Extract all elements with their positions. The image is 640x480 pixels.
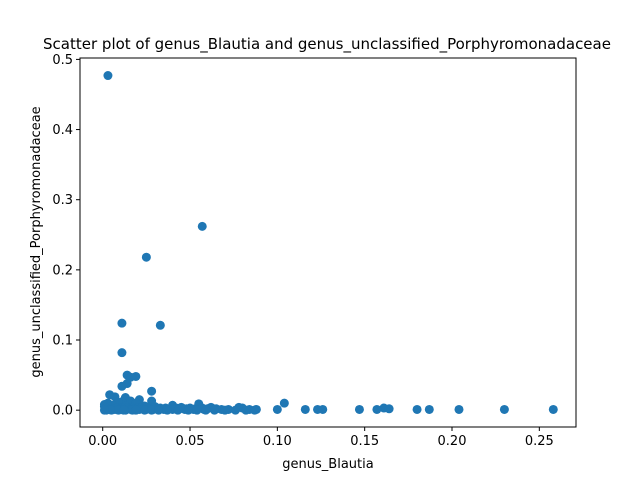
x-axis-label: genus_Blautia: [282, 457, 373, 472]
y-tick-label: 0.1: [52, 334, 73, 349]
chart-title: Scatter plot of genus_Blautia and genus_…: [43, 35, 611, 54]
data-point: [147, 386, 157, 396]
data-point: [155, 320, 165, 330]
data-point: [279, 398, 289, 408]
data-point: [250, 405, 260, 415]
data-point: [354, 404, 364, 414]
data-point: [209, 405, 219, 415]
data-point: [272, 404, 282, 414]
x-tick-label: 0.00: [88, 434, 117, 449]
data-points: [99, 71, 558, 415]
data-point: [201, 405, 211, 415]
data-point: [384, 404, 394, 414]
data-point: [99, 405, 109, 415]
data-point: [117, 381, 127, 391]
x-axis-ticks: 0.00 0.05 0.10 0.15 0.20 0.25: [88, 427, 554, 449]
y-tick-label: 0.3: [52, 193, 73, 208]
data-point: [318, 404, 328, 414]
y-tick-label: 0.2: [52, 263, 73, 278]
data-point: [412, 404, 422, 414]
data-point: [220, 405, 230, 415]
data-point: [183, 405, 193, 415]
y-tick-label: 0.4: [52, 123, 73, 138]
data-point: [162, 405, 172, 415]
data-point: [548, 404, 558, 414]
data-point: [154, 405, 164, 415]
data-point: [372, 404, 382, 414]
y-axis-label: genus_unclassified_Porphyromonadaceae: [29, 106, 44, 377]
data-point: [454, 404, 464, 414]
data-point: [192, 405, 202, 415]
data-point: [103, 71, 113, 81]
y-axis-ticks: 0.0 0.1 0.2 0.3 0.4 0.5: [52, 53, 80, 419]
x-tick-label: 0.25: [525, 434, 554, 449]
data-point: [197, 221, 207, 231]
plot-frame: [79, 57, 577, 428]
data-point: [117, 348, 127, 358]
data-point: [230, 405, 240, 415]
x-tick-label: 0.05: [176, 434, 205, 449]
data-point: [173, 405, 183, 415]
data-point: [140, 405, 150, 415]
x-tick-label: 0.20: [438, 434, 467, 449]
y-tick-label: 0.5: [52, 53, 73, 68]
data-point: [131, 405, 141, 415]
x-tick-label: 0.15: [350, 434, 379, 449]
y-tick-label: 0.0: [52, 404, 73, 419]
data-point: [499, 404, 509, 414]
x-tick-label: 0.10: [263, 434, 292, 449]
data-point: [424, 404, 434, 414]
data-point: [300, 404, 310, 414]
data-point: [147, 405, 157, 415]
data-point: [119, 405, 129, 415]
data-point: [117, 318, 127, 328]
data-point: [141, 252, 151, 262]
data-point: [106, 405, 116, 415]
data-point: [241, 405, 251, 415]
